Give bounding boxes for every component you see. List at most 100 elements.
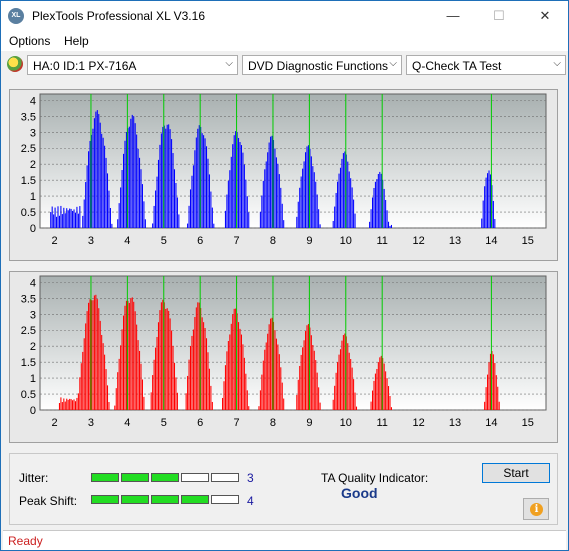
histogram-bar bbox=[388, 386, 390, 410]
histogram-bar bbox=[69, 208, 71, 228]
histogram-bar bbox=[124, 305, 126, 410]
close-button[interactable]: ✕ bbox=[539, 8, 551, 23]
bottom-chart-panel: 0 0.5 1 1.5 2 2.5 3 3.5 4 2 3 4 5 6 7 8 9 10 11 12 13 14 15 bbox=[9, 271, 558, 443]
histogram-bar bbox=[99, 122, 101, 228]
y-tick-label: 3.5 bbox=[21, 293, 36, 305]
histogram-bar bbox=[166, 124, 168, 228]
histogram-bar bbox=[156, 336, 158, 410]
histogram-bar bbox=[93, 118, 95, 228]
histogram-bar bbox=[492, 354, 494, 410]
histogram-bar bbox=[92, 300, 94, 410]
histogram-bar bbox=[339, 349, 342, 410]
histogram-bar bbox=[383, 188, 385, 228]
histogram-bar bbox=[67, 210, 69, 228]
x-tick-label: 2 bbox=[51, 235, 57, 247]
histogram-bar bbox=[58, 215, 60, 228]
histogram-bar bbox=[73, 399, 75, 410]
histogram-bar bbox=[353, 199, 355, 228]
histogram-bar bbox=[82, 351, 84, 410]
histogram-bar bbox=[380, 173, 382, 228]
histogram-bar bbox=[335, 192, 337, 228]
histogram-bar bbox=[153, 205, 155, 228]
meter-segment bbox=[121, 495, 149, 504]
plot-area bbox=[39, 93, 547, 229]
histogram-bar bbox=[270, 318, 272, 410]
histogram-bar bbox=[370, 209, 372, 228]
histogram-bar bbox=[482, 200, 484, 228]
histogram-bar bbox=[382, 179, 384, 228]
histogram-bar bbox=[141, 184, 143, 228]
chevron-down-icon: ⌵ bbox=[389, 58, 397, 69]
histogram-bar bbox=[374, 373, 376, 410]
histogram-bar bbox=[238, 137, 240, 228]
info-icon: i bbox=[530, 503, 543, 516]
histogram-bar bbox=[111, 223, 113, 228]
histogram-bar bbox=[187, 375, 189, 410]
histogram-bar bbox=[120, 187, 122, 228]
histogram-bar bbox=[275, 157, 277, 228]
histogram-bar bbox=[143, 396, 145, 410]
histogram-bar bbox=[278, 354, 280, 410]
x-tick-label: 2 bbox=[51, 417, 57, 429]
histogram-bar bbox=[385, 199, 387, 228]
histogram-bar bbox=[232, 144, 234, 228]
histogram-bar bbox=[262, 180, 264, 228]
y-tick-label: 4 bbox=[30, 277, 36, 289]
histogram-bar bbox=[204, 328, 206, 410]
histogram-bar bbox=[90, 300, 93, 410]
histogram-bar bbox=[150, 392, 152, 410]
histogram-bar bbox=[79, 377, 81, 410]
test-select[interactable]: Q-Check TA Test ⌵ bbox=[406, 55, 566, 75]
minimize-button[interactable]: — bbox=[446, 8, 460, 23]
histogram-bar bbox=[268, 142, 270, 228]
histogram-bar bbox=[386, 378, 388, 410]
histogram-bar bbox=[197, 128, 199, 228]
histogram-bar bbox=[389, 396, 391, 410]
histogram-bar bbox=[169, 318, 171, 410]
function-select[interactable]: DVD Diagnostic Functions ⌵ bbox=[242, 55, 402, 75]
histogram-bar bbox=[64, 213, 66, 228]
histogram-bar bbox=[373, 187, 375, 228]
maximize-button[interactable]: ☐ bbox=[493, 8, 505, 23]
histogram-bar bbox=[140, 363, 142, 410]
jitter-value: 3 bbox=[247, 471, 254, 485]
function-select-value: DVD Diagnostic Functions bbox=[248, 59, 389, 73]
drive-select[interactable]: HA:0 ID:1 PX-716A ⌵ bbox=[27, 55, 238, 75]
x-tick-label: 15 bbox=[522, 235, 534, 247]
histogram-bar bbox=[259, 211, 261, 228]
info-button[interactable]: i bbox=[523, 498, 549, 520]
histogram-bar bbox=[312, 166, 314, 228]
histogram-bar bbox=[223, 381, 225, 410]
histogram-bar bbox=[485, 177, 487, 228]
histogram-bar bbox=[318, 209, 320, 228]
menu-options[interactable]: Options bbox=[9, 34, 51, 48]
peak-shift-value: 4 bbox=[247, 494, 254, 508]
histogram-bar bbox=[205, 338, 208, 410]
x-tick-label: 7 bbox=[234, 235, 240, 247]
histogram-bar bbox=[201, 317, 203, 410]
histogram-bar bbox=[118, 358, 120, 410]
start-button[interactable]: Start bbox=[482, 463, 550, 483]
histogram-bar bbox=[125, 300, 127, 410]
histogram-bar bbox=[198, 302, 200, 410]
histogram-bar bbox=[204, 138, 206, 228]
histogram-bar bbox=[302, 168, 304, 228]
histogram-bar bbox=[118, 203, 120, 228]
histogram-bar bbox=[306, 325, 308, 410]
x-tick-label: 8 bbox=[270, 235, 276, 247]
x-tick-label: 6 bbox=[197, 235, 203, 247]
histogram-bar bbox=[246, 196, 248, 228]
histogram-bar bbox=[66, 208, 68, 228]
menu-help[interactable]: Help bbox=[64, 34, 89, 48]
x-tick-label: 12 bbox=[412, 235, 424, 247]
histogram-bar bbox=[262, 360, 264, 410]
histogram-bar bbox=[172, 153, 174, 228]
histogram-bar bbox=[313, 172, 315, 228]
histogram-bar bbox=[157, 159, 160, 228]
histogram-bar bbox=[73, 209, 75, 228]
app-logo-icon: XL bbox=[8, 8, 24, 24]
histogram-bar bbox=[385, 371, 387, 410]
histogram-bar bbox=[203, 322, 205, 410]
histogram-bar bbox=[264, 349, 266, 410]
histogram-bar bbox=[310, 156, 312, 228]
